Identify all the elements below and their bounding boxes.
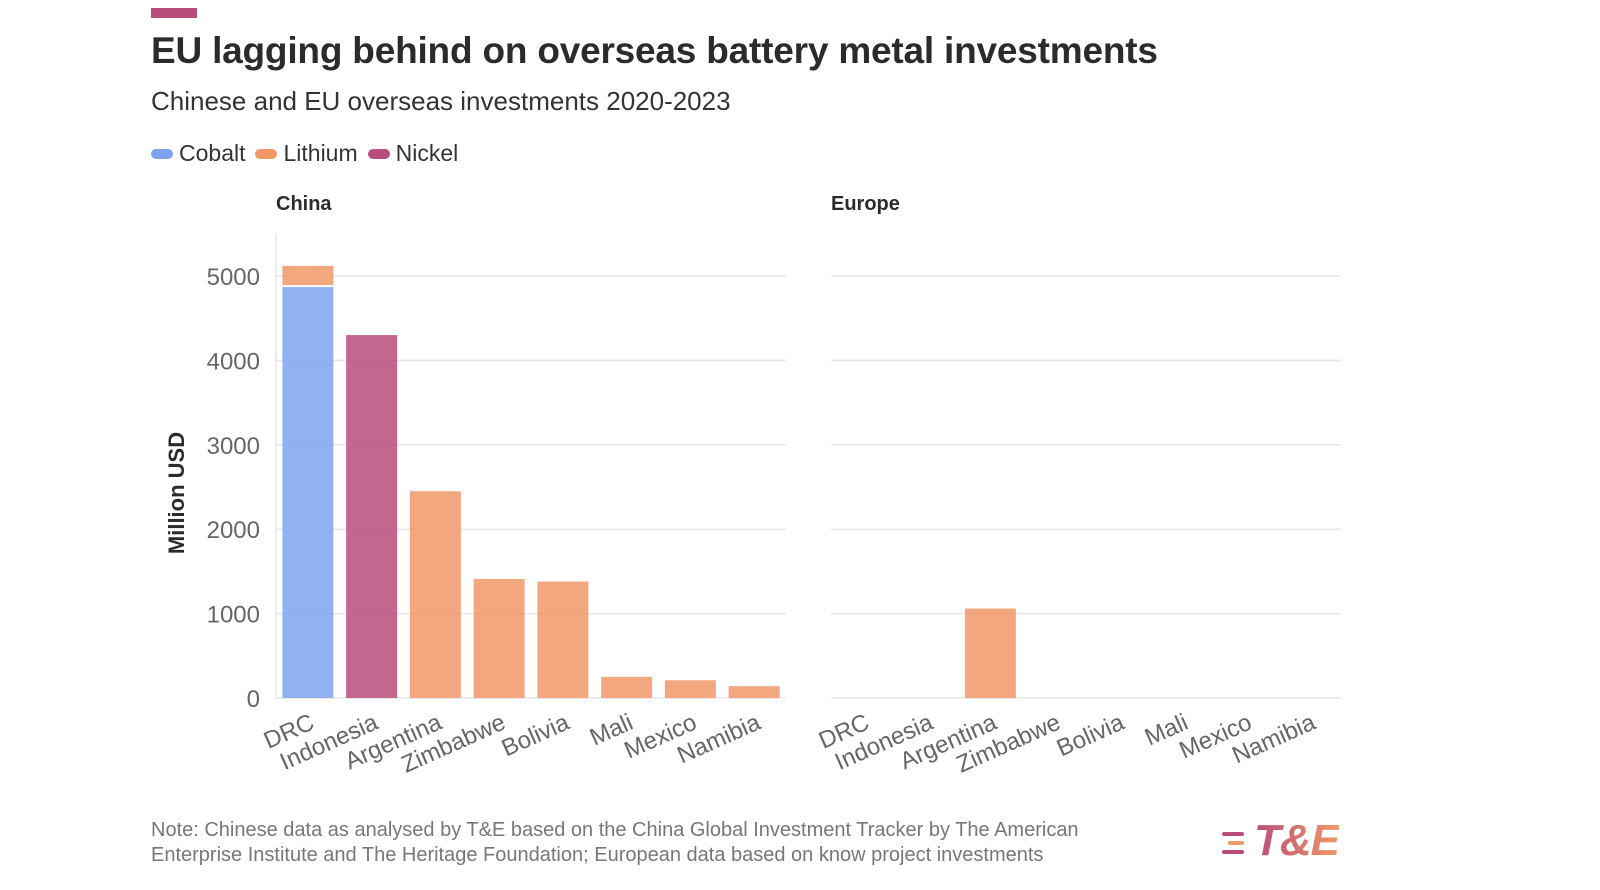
logo-mark-icon <box>1222 832 1244 854</box>
legend-label-lithium: Lithium <box>283 140 358 166</box>
y-tick-label: 3000 <box>207 433 260 460</box>
brand-logo: T&E <box>1222 816 1340 866</box>
legend-swatch-cobalt <box>151 148 173 159</box>
y-tick-label: 2000 <box>207 517 260 544</box>
legend-label-nickel: Nickel <box>395 140 459 166</box>
legend-item-lithium: Lithium <box>255 140 358 167</box>
y-tick-label: 1000 <box>207 602 260 629</box>
legend-item-cobalt: Cobalt <box>151 140 245 167</box>
logo-text: T&E <box>1254 816 1340 865</box>
panel-title-1: Europe <box>831 193 900 215</box>
chart-title: EU lagging behind on overseas battery me… <box>151 30 1158 71</box>
x-tick-label: Bolivia <box>1053 709 1129 763</box>
bar-china-drc-cobalt <box>282 286 334 698</box>
panel-title-0: China <box>276 193 332 215</box>
bar-china-argentina-lithium <box>409 491 461 698</box>
bar-china-indonesia-nickel <box>346 335 398 698</box>
bar-china-bolivia-lithium <box>537 581 589 698</box>
footnote: Note: Chinese data as analysed by T&E ba… <box>151 819 1079 866</box>
bar-china-mali-lithium <box>601 676 653 698</box>
legend-swatch-nickel <box>367 148 390 159</box>
x-tick-label: Bolivia <box>498 709 574 763</box>
y-tick-label: 0 <box>247 686 260 713</box>
y-tick-label: 4000 <box>207 348 260 375</box>
y-axis-title: Million USD <box>164 432 189 554</box>
legend-label-cobalt: Cobalt <box>179 140 246 166</box>
bar-china-mexico-lithium <box>664 680 716 698</box>
bar-china-namibia-lithium <box>728 686 780 698</box>
y-tick-label: 5000 <box>207 264 260 291</box>
bar-europe-argentina-lithium <box>964 608 1016 698</box>
bar-china-drc-lithium <box>282 265 334 287</box>
legend: Cobalt Lithium Nickel <box>151 140 458 167</box>
chart-subtitle: Chinese and EU overseas investments 2020… <box>151 86 731 116</box>
legend-swatch-lithium <box>255 148 278 159</box>
bar-china-zimbabwe-lithium <box>473 578 525 698</box>
legend-item-nickel: Nickel <box>367 140 459 167</box>
accent-bar <box>151 8 197 18</box>
